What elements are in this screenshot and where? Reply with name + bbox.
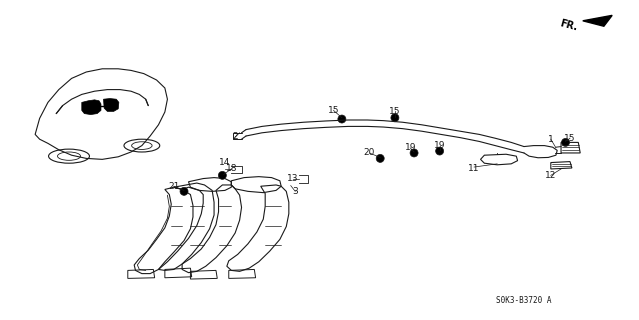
Circle shape — [410, 149, 418, 157]
Circle shape — [180, 187, 188, 195]
Text: 15: 15 — [564, 134, 576, 143]
Text: 20: 20 — [364, 148, 375, 157]
Polygon shape — [583, 15, 612, 26]
Text: 12: 12 — [545, 171, 557, 180]
Text: S0K3-B3720 A: S0K3-B3720 A — [497, 296, 551, 305]
Text: 3: 3 — [293, 187, 298, 196]
Text: 13: 13 — [287, 174, 298, 183]
Circle shape — [219, 172, 226, 179]
Circle shape — [436, 147, 443, 155]
Text: 2: 2 — [233, 132, 238, 141]
Text: 19: 19 — [404, 143, 416, 152]
Circle shape — [391, 114, 399, 122]
Text: 1: 1 — [548, 135, 553, 144]
Circle shape — [562, 138, 569, 147]
Circle shape — [338, 115, 346, 123]
Circle shape — [376, 155, 384, 163]
Text: FR.: FR. — [559, 18, 579, 32]
Text: 11: 11 — [468, 164, 480, 173]
Text: 15: 15 — [328, 106, 339, 115]
Polygon shape — [82, 100, 101, 115]
Text: 15: 15 — [389, 107, 401, 116]
Polygon shape — [104, 99, 119, 111]
Text: 19: 19 — [434, 141, 445, 150]
Text: 14: 14 — [219, 158, 231, 167]
Text: 21: 21 — [168, 182, 180, 191]
Text: 18: 18 — [226, 164, 237, 173]
